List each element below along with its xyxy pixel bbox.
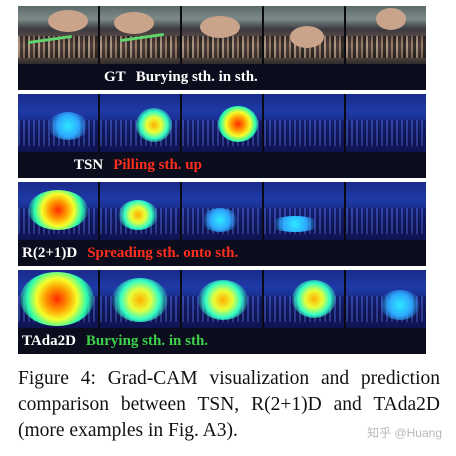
figure: GT Burying sth. in sth. xyxy=(18,6,426,358)
heatmap-frame xyxy=(346,94,426,152)
heatmap-frame xyxy=(346,270,426,328)
video-frame xyxy=(18,6,100,64)
panel-tada2d: TAda2D Burying sth. in sth. xyxy=(18,270,426,354)
heatmap-frame xyxy=(264,182,346,240)
panel-r21d: R(2+1)D Spreading sth. onto sth. xyxy=(18,182,426,266)
prediction-label: Pilling sth. up xyxy=(113,156,202,173)
prediction-label: Burying sth. in sth. xyxy=(135,68,258,85)
frames-gt xyxy=(18,6,426,64)
heatmap-frame xyxy=(264,94,346,152)
heatmap-frame xyxy=(18,270,100,328)
heatmap-frame xyxy=(100,94,182,152)
video-frame xyxy=(100,6,182,64)
heatmap-frame xyxy=(100,270,182,328)
video-frame xyxy=(264,6,346,64)
caption-bar-gt: GT Burying sth. in sth. xyxy=(18,64,426,90)
caption-bar-tsn: TSN Pilling sth. up xyxy=(18,152,426,178)
frames-tsn xyxy=(18,94,426,152)
prediction-label: Spreading sth. onto sth. xyxy=(87,244,239,261)
model-label: TSN xyxy=(74,156,104,173)
caption-bar-tada2d: TAda2D Burying sth. in sth. xyxy=(18,328,426,354)
heatmap-frame xyxy=(182,182,264,240)
prediction-label: Burying sth. in sth. xyxy=(85,332,209,349)
heatmap-frame xyxy=(346,182,426,240)
heatmap-frame xyxy=(18,182,100,240)
model-label: GT xyxy=(104,68,126,85)
frames-tada2d xyxy=(18,270,426,328)
heatmap-frame xyxy=(100,182,182,240)
panel-gt: GT Burying sth. in sth. xyxy=(18,6,426,90)
video-frame xyxy=(346,6,426,64)
video-frame xyxy=(182,6,264,64)
caption-bar-r21d: R(2+1)D Spreading sth. onto sth. xyxy=(18,240,426,266)
heatmap-frame xyxy=(182,94,264,152)
frames-r21d xyxy=(18,182,426,240)
model-label: TAda2D xyxy=(22,332,76,349)
model-label: R(2+1)D xyxy=(22,244,78,261)
panel-tsn: TSN Pilling sth. up xyxy=(18,94,426,178)
heatmap-frame xyxy=(182,270,264,328)
figure-caption: Figure 4: Grad-CAM visualization and pre… xyxy=(18,368,440,441)
heatmap-frame xyxy=(18,94,100,152)
heatmap-frame xyxy=(264,270,346,328)
watermark: 知乎 @Huang xyxy=(367,426,442,440)
